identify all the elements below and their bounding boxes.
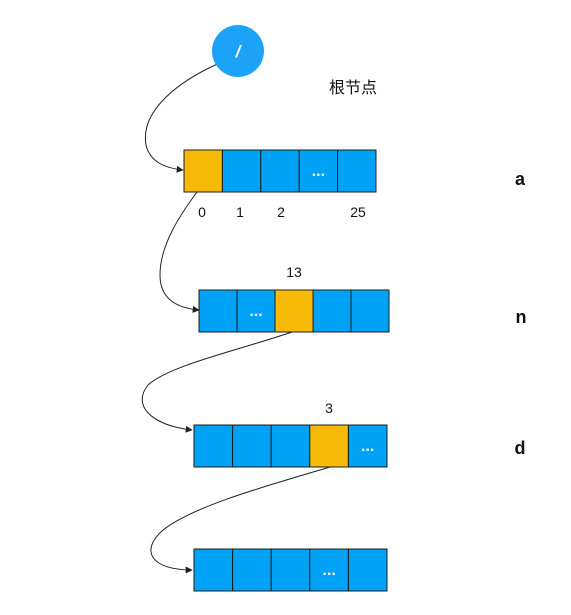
array-cell xyxy=(309,548,349,592)
levels-layer: ... 0 1 2 25 a... 13 n... 3 d... xyxy=(183,149,527,592)
index-label: 2 xyxy=(277,204,285,220)
index-label: 13 xyxy=(286,264,302,280)
edge-root-to-a xyxy=(144,61,223,173)
edge-d-to-leaf xyxy=(150,466,331,574)
array-level-3: ... 3 d xyxy=(193,400,526,468)
array-cell xyxy=(350,289,390,333)
cell-ellipsis: ... xyxy=(312,163,325,180)
array-cell xyxy=(221,149,262,193)
array-cell xyxy=(193,548,234,592)
cell-ellipsis: ... xyxy=(322,562,335,579)
array-cell xyxy=(270,424,311,468)
array-cell xyxy=(270,548,311,592)
index-label: 0 xyxy=(198,204,206,220)
cell-ellipsis: ... xyxy=(249,303,262,320)
array-cell xyxy=(198,289,238,333)
array-cell-highlighted xyxy=(183,149,223,193)
index-label: 3 xyxy=(325,400,333,416)
array-cell-highlighted xyxy=(274,289,314,333)
root-label: 根节点 xyxy=(329,78,377,97)
edge-n-to-d xyxy=(141,330,296,433)
level-letter: n xyxy=(516,307,527,327)
root-node: / xyxy=(212,25,264,77)
array-level-4: ... xyxy=(193,548,388,592)
edge-a-to-n xyxy=(159,191,200,313)
root-symbol: / xyxy=(235,42,243,61)
array-level-2: ... 13 n xyxy=(198,264,527,333)
array-level-1: ... 0 1 2 25 a xyxy=(183,149,526,220)
array-cell xyxy=(232,424,272,468)
cell-ellipsis: ... xyxy=(361,438,374,455)
array-cell xyxy=(312,289,352,333)
array-cell xyxy=(298,149,339,193)
array-cell xyxy=(347,424,388,468)
array-cell xyxy=(193,424,234,468)
root-circle xyxy=(212,25,264,77)
index-label: 1 xyxy=(236,204,244,220)
array-cell xyxy=(260,149,300,193)
index-label: 25 xyxy=(350,204,366,220)
level-letter: a xyxy=(515,169,526,189)
array-cell xyxy=(347,548,388,592)
level-letter: d xyxy=(515,438,526,458)
array-cell xyxy=(337,149,377,193)
array-cell xyxy=(232,548,272,592)
array-cell xyxy=(236,289,276,333)
array-cell-highlighted xyxy=(309,424,349,468)
